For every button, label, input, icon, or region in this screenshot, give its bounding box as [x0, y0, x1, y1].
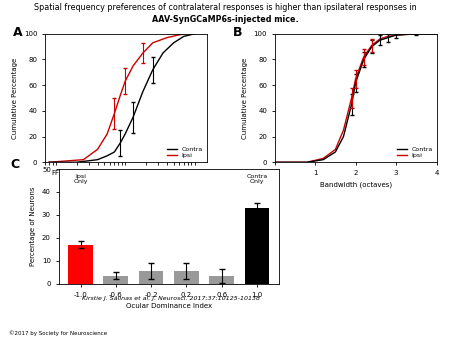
- Text: Contra
Only: Contra Only: [246, 174, 268, 185]
- Text: B: B: [233, 26, 242, 39]
- Text: ©2017 by Society for Neuroscience: ©2017 by Society for Neuroscience: [9, 331, 107, 336]
- Y-axis label: Cumulative Percentage: Cumulative Percentage: [12, 57, 18, 139]
- Bar: [139, 271, 163, 284]
- Text: A: A: [13, 26, 22, 39]
- Bar: [209, 276, 234, 284]
- Y-axis label: Percentage of Neurons: Percentage of Neurons: [30, 187, 36, 266]
- Bar: [11, 313, 33, 332]
- Text: C: C: [10, 158, 19, 170]
- Bar: [68, 245, 93, 284]
- Bar: [245, 208, 269, 284]
- Text: Spatial frequency preferences of contralateral responses is higher than ipsilate: Spatial frequency preferences of contral…: [34, 3, 416, 13]
- Text: Kirstie J. Salinas et al. J. Neurosci. 2017;37:10125-10138: Kirstie J. Salinas et al. J. Neurosci. 2…: [82, 296, 260, 301]
- X-axis label: Preferred Spatial Frequency (c/d): Preferred Spatial Frequency (c/d): [68, 182, 183, 188]
- Legend: Contra, Ipsi: Contra, Ipsi: [167, 146, 204, 159]
- Bar: [104, 276, 128, 284]
- Legend: Contra, Ipsi: Contra, Ipsi: [396, 146, 433, 159]
- X-axis label: Ocular Dominance Index: Ocular Dominance Index: [126, 303, 212, 309]
- Text: AAV-SynGCaMP6s-injected mice.: AAV-SynGCaMP6s-injected mice.: [152, 15, 298, 24]
- Bar: [174, 271, 199, 284]
- Text: The Journal of Neuroscience: The Journal of Neuroscience: [41, 320, 111, 324]
- X-axis label: Bandwidth (octaves): Bandwidth (octaves): [320, 182, 392, 188]
- Text: Ipsi
Only: Ipsi Only: [73, 174, 88, 185]
- Y-axis label: Cumulative Percentage: Cumulative Percentage: [242, 57, 248, 139]
